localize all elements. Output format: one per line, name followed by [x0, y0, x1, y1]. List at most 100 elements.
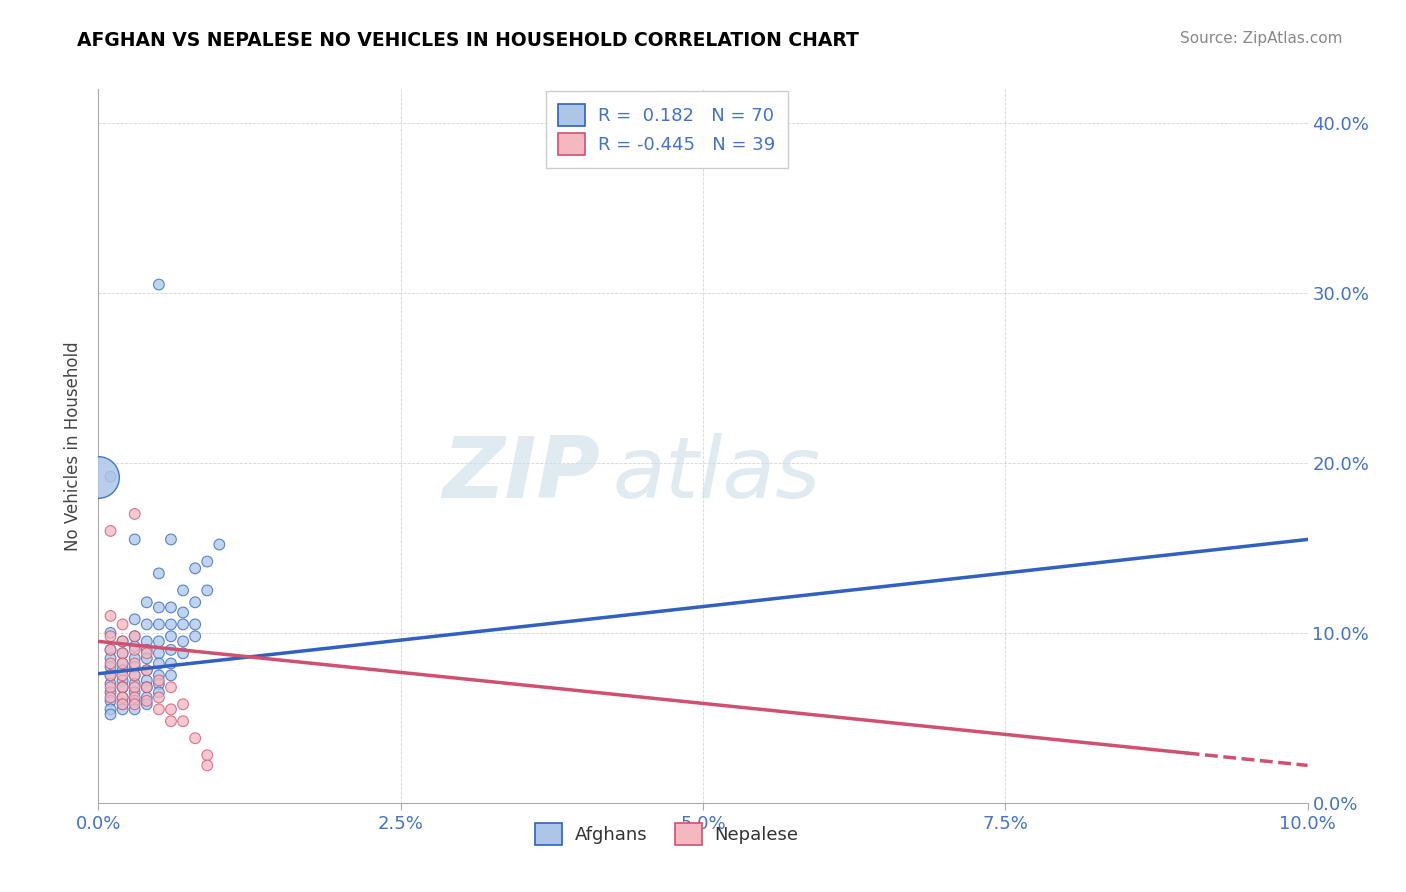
Point [172, 617, 194, 632]
Point [87, 469, 110, 483]
Text: Source: ZipAtlas.com: Source: ZipAtlas.com [1180, 31, 1343, 46]
Y-axis label: No Vehicles in Household: No Vehicles in Household [65, 341, 83, 551]
Point [111, 690, 134, 705]
Point [160, 600, 183, 615]
Point [195, 758, 218, 772]
Point [111, 634, 134, 648]
Point [100, 626, 122, 640]
Point [124, 651, 146, 665]
Point [100, 660, 122, 674]
Point [111, 680, 134, 694]
Point [124, 533, 146, 547]
Point [160, 657, 183, 671]
Point [135, 680, 157, 694]
Point [100, 643, 122, 657]
Point [135, 651, 157, 665]
Point [148, 690, 170, 705]
Point [100, 694, 122, 708]
Point [100, 524, 122, 538]
Point [160, 668, 183, 682]
Point [160, 680, 183, 694]
Point [124, 507, 146, 521]
Point [124, 677, 146, 691]
Point [100, 677, 122, 691]
Point [100, 657, 122, 671]
Point [100, 668, 122, 682]
Point [111, 702, 134, 716]
Point [124, 680, 146, 694]
Point [135, 694, 157, 708]
Point [148, 657, 170, 671]
Point [111, 680, 134, 694]
Point [172, 646, 194, 660]
Point [111, 634, 134, 648]
Point [135, 646, 157, 660]
Point [124, 668, 146, 682]
Point [124, 690, 146, 705]
Point [195, 583, 218, 598]
Point [148, 646, 170, 660]
Point [111, 646, 134, 660]
Point [135, 680, 157, 694]
Point [172, 606, 194, 620]
Point [135, 663, 157, 677]
Point [148, 277, 170, 292]
Point [135, 673, 157, 688]
Text: atlas: atlas [613, 433, 820, 516]
Point [195, 555, 218, 569]
Point [100, 668, 122, 682]
Point [184, 629, 207, 643]
Point [100, 608, 122, 623]
Point [111, 698, 134, 712]
Point [124, 698, 146, 712]
Point [124, 694, 146, 708]
Point [124, 660, 146, 674]
Point [148, 600, 170, 615]
Point [124, 685, 146, 699]
Point [100, 469, 122, 483]
Point [111, 668, 134, 682]
Point [160, 533, 183, 547]
Point [135, 690, 157, 705]
Point [100, 707, 122, 722]
Point [148, 617, 170, 632]
Point [135, 595, 157, 609]
Text: AFGHAN VS NEPALESE NO VEHICLES IN HOUSEHOLD CORRELATION CHART: AFGHAN VS NEPALESE NO VEHICLES IN HOUSEH… [77, 31, 859, 50]
Point [111, 657, 134, 671]
Point [135, 698, 157, 712]
Point [208, 537, 231, 551]
Point [135, 643, 157, 657]
Point [100, 629, 122, 643]
Point [111, 663, 134, 677]
Point [111, 646, 134, 660]
Point [135, 617, 157, 632]
Point [135, 663, 157, 677]
Point [195, 748, 218, 763]
Point [148, 673, 170, 688]
Point [148, 566, 170, 581]
Point [160, 643, 183, 657]
Point [124, 629, 146, 643]
Point [111, 698, 134, 712]
Point [124, 643, 146, 657]
Point [100, 680, 122, 694]
Point [148, 685, 170, 699]
Point [111, 657, 134, 671]
Point [111, 617, 134, 632]
Point [111, 673, 134, 688]
Point [172, 583, 194, 598]
Point [148, 677, 170, 691]
Point [172, 714, 194, 729]
Point [148, 702, 170, 716]
Point [172, 698, 194, 712]
Point [160, 702, 183, 716]
Text: ZIP: ZIP [443, 433, 600, 516]
Point [124, 640, 146, 654]
Point [148, 634, 170, 648]
Point [124, 702, 146, 716]
Point [172, 634, 194, 648]
Point [184, 561, 207, 575]
Point [111, 690, 134, 705]
Point [100, 690, 122, 705]
Point [100, 702, 122, 716]
